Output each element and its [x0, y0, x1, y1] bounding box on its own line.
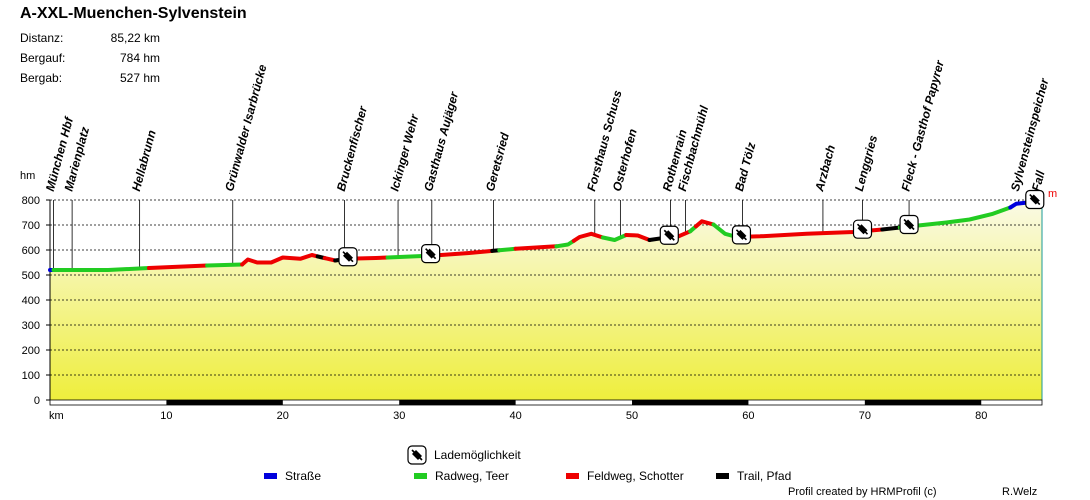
- waypoint-label-17: Fall: [1029, 169, 1048, 193]
- route-segment-17: [624, 233, 652, 242]
- legend-label-3: Trail, Pfad: [737, 469, 791, 483]
- y-tick-label-800: 800: [22, 195, 40, 207]
- y-tick-label-400: 400: [22, 295, 40, 307]
- legend-swatch-3: [716, 473, 729, 479]
- x-tick-label-10: 10: [160, 410, 172, 422]
- route-segment-22: [694, 219, 716, 229]
- waypoint-label-6: Gasthaus Aujäger: [421, 89, 461, 193]
- legend-label-0: Straße: [285, 469, 321, 483]
- loading-point-icon-3-plug: [736, 229, 747, 240]
- route-segment-1: [51, 266, 151, 272]
- waypoint-label-14: Lenggries: [852, 133, 880, 192]
- waypoint-label-3: Grünwalder Isarbrücke: [222, 63, 269, 193]
- route-segment-10: [432, 248, 495, 258]
- route-segment-20: [676, 229, 693, 239]
- route-segment-25: [880, 225, 902, 232]
- x-axis-label: km: [49, 410, 64, 422]
- legend-loading-label: Lademöglichkeit: [434, 448, 521, 462]
- loading-point-icon-3: [731, 225, 752, 245]
- stat-distance: Distanz: 85,22 km: [20, 31, 160, 45]
- waypoint-label-15: Fleck - Gasthof Papyrer: [898, 58, 947, 193]
- route-segment-4: [240, 253, 320, 267]
- credit-text: Profil created by HRMProfil (c): [788, 486, 937, 498]
- stat-descent-value: 527 hm: [119, 71, 160, 85]
- loading-point-icon-0: [338, 247, 358, 267]
- x-tick-label-80: 80: [975, 410, 987, 422]
- waypoint-label-7: Geretsried: [483, 131, 512, 193]
- waypoint-label-5: Ickinger Wehr: [387, 111, 421, 192]
- route-segment-15: [571, 231, 605, 243]
- chart-title: A-XXL-Muenchen-Sylvenstein: [20, 5, 247, 22]
- route-segment-13: [513, 244, 559, 251]
- loading-point-icon-1-plug: [425, 248, 436, 259]
- x-tick-label-50: 50: [626, 410, 638, 422]
- stat-ascent-label: Bergauf:: [20, 51, 66, 65]
- waypoint-label-13: Arzbach: [812, 143, 838, 193]
- stat-ascent: Bergauf: 784 hm: [20, 51, 160, 65]
- loading-point-icon-0-plug: [342, 251, 353, 262]
- legend-label-2: Feldweg, Schotter: [587, 469, 684, 483]
- x-tick-label-40: 40: [509, 410, 521, 422]
- loading-point-icon-5: [899, 214, 919, 235]
- stat-ascent-value: 784 hm: [119, 51, 160, 65]
- x-tick-label-60: 60: [742, 410, 754, 422]
- x-axis-band: [49, 399, 1043, 406]
- legend-swatch-0: [264, 473, 277, 479]
- end-marker-label: m: [1048, 188, 1057, 200]
- x-axis-band-segment-10: [166, 400, 283, 405]
- stat-distance-value: 85,22 km: [110, 31, 160, 45]
- loading-point-icon-6-plug: [1029, 194, 1040, 205]
- waypoint-label-2: Hellabrunn: [129, 129, 159, 193]
- route-segment-14: [554, 238, 576, 249]
- route-segment-26: [897, 205, 1013, 230]
- loading-point-icon-4-plug: [857, 224, 868, 235]
- x-tick-label-20: 20: [277, 410, 289, 422]
- waypoint-label-9: Osterhofen: [610, 127, 640, 192]
- loading-point-icon-2: [659, 225, 679, 245]
- stat-distance-label: Distanz:: [20, 31, 64, 45]
- y-tick-label-200: 200: [22, 345, 40, 357]
- y-tick-label-600: 600: [22, 245, 40, 257]
- route-segment-2: [146, 263, 210, 270]
- waypoint-label-4: Bruckenfischer: [334, 103, 370, 192]
- loading-point-icon-2-plug: [664, 230, 675, 241]
- stat-descent: Bergab: 527 hm: [20, 71, 160, 85]
- legend-swatch-2: [566, 473, 579, 479]
- legend-swatch-1: [414, 473, 427, 479]
- route-segment-12: [497, 246, 518, 253]
- x-tick-label-30: 30: [393, 410, 405, 422]
- x-axis-band-segment-30: [399, 400, 516, 405]
- loading-point-icon-5-plug: [904, 219, 915, 230]
- author-text: R.Welz: [1002, 486, 1038, 498]
- legend-label-1: Radweg, Teer: [435, 469, 509, 483]
- x-axis-band-segment-70: [864, 400, 982, 405]
- route-segment-3: [205, 262, 245, 268]
- loading-point-icon-4: [852, 219, 873, 239]
- loading-point-icon-6: [1025, 189, 1045, 210]
- x-tick-label-70: 70: [859, 410, 871, 422]
- route-segment-16: [600, 233, 629, 242]
- legend-loading-icon-plug: [412, 450, 422, 460]
- y-tick-label-0: 0: [34, 395, 40, 407]
- y-tick-label-100: 100: [22, 370, 40, 382]
- x-axis-band-segment-50: [632, 400, 749, 405]
- waypoint-label-12: Bad Tölz: [732, 141, 758, 193]
- y-axis-label: hm: [20, 170, 35, 182]
- y-tick-label-500: 500: [22, 270, 40, 282]
- legend-loading-icon: [407, 445, 427, 465]
- loading-point-icon-1: [421, 244, 441, 264]
- y-tick-label-300: 300: [22, 320, 40, 332]
- stat-descent-label: Bergab:: [20, 71, 63, 85]
- y-tick-label-700: 700: [22, 220, 40, 232]
